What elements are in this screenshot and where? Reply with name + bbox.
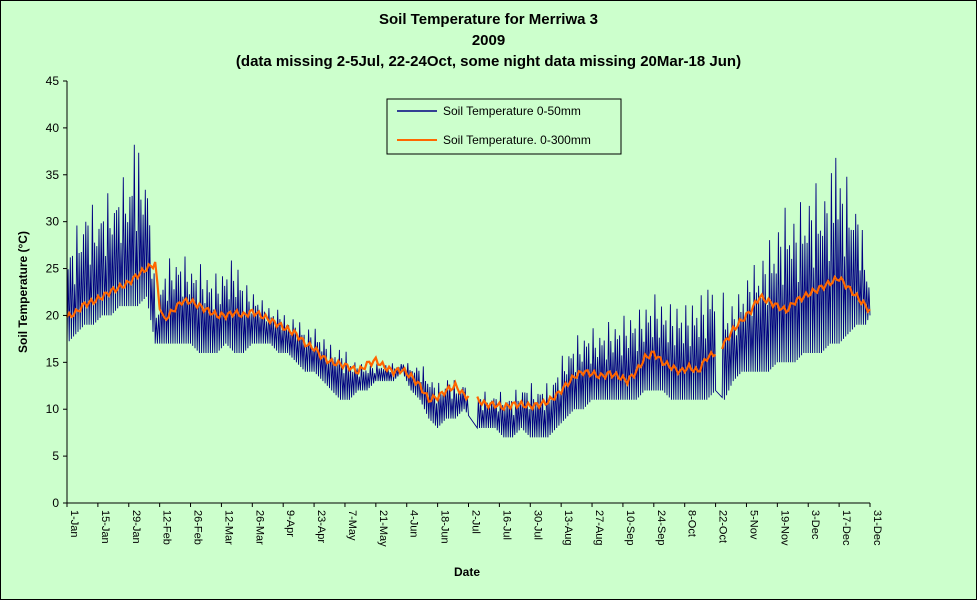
x-tick-label: 4-Jun [408, 510, 420, 538]
chart-subtitle: 2009 [471, 32, 506, 49]
series-0-300mm-line [66, 261, 871, 412]
y-tick-label: 25 [46, 262, 60, 276]
legend-label-0-300mm: Soil Temperature. 0-300mm [443, 133, 591, 147]
y-tick-label: 5 [52, 449, 59, 463]
x-tick-label: 26-Mar [253, 510, 265, 545]
x-tick-label: 29-Jan [130, 510, 142, 544]
x-tick-label: 23-Apr [315, 510, 327, 543]
x-tick-label: 8-Oct [686, 510, 698, 537]
x-tick-label: 3-Dec [809, 510, 821, 540]
x-tick-label: 15-Jan [99, 510, 111, 544]
x-tick-label: 21-May [377, 510, 389, 547]
x-tick-label: 13-Aug [562, 510, 574, 545]
x-tick-label: 10-Sep [624, 510, 636, 545]
x-tick-label: 5-Nov [747, 510, 759, 540]
y-tick-label: 30 [46, 215, 60, 229]
y-tick-label: 15 [46, 355, 60, 369]
y-tick-label: 10 [46, 402, 60, 416]
x-tick-label: 7-May [346, 510, 358, 541]
x-tick-label: 22-Oct [717, 510, 729, 543]
x-tick-label: 16-Jul [500, 510, 512, 540]
x-tick-label: 24-Sep [655, 510, 667, 545]
chart-note: (data missing 2-5Jul, 22-24Oct, some nig… [235, 53, 742, 70]
series-0-50mm-line [66, 144, 871, 438]
y-axis-label: Soil Temperature (°C) [16, 231, 30, 353]
y-tick-label: 40 [46, 121, 60, 135]
x-tick-label: 18-Jun [439, 510, 451, 544]
y-tick-label: 35 [46, 168, 60, 182]
y-tick-label: 20 [46, 308, 60, 322]
legend-label-0-50mm: Soil Temperature 0-50mm [443, 104, 581, 118]
x-tick-label: 19-Nov [778, 510, 790, 546]
x-tick-label: 27-Aug [593, 510, 605, 545]
x-tick-label: 17-Dec [840, 510, 852, 546]
x-tick-label: 12-Feb [161, 510, 173, 545]
x-tick-label: 30-Jul [531, 510, 543, 540]
plot-layer [66, 144, 871, 438]
x-tick-label: 31-Dec [871, 510, 883, 546]
chart-title: Soil Temperature for Merriwa 3 [379, 11, 598, 28]
x-tick-label: 26-Feb [192, 510, 204, 545]
y-tick-label: 0 [52, 496, 59, 510]
axes-layer: 0 5 10 15 20 25 30 35 40 45 1-Jan 15-Jan 29-Jan 12-Fe… [46, 74, 883, 547]
legend: Soil Temperature 0-50mm Soil Temperature… [386, 98, 622, 155]
legend-box [386, 98, 622, 155]
x-tick-label: 2-Jul [470, 510, 482, 534]
y-tick-label: 45 [46, 74, 60, 88]
x-tick-label: 9-Apr [284, 510, 296, 537]
x-tick-label: 12-Mar [222, 510, 234, 545]
x-tick-label: 1-Jan [68, 510, 80, 538]
x-axis-label: Date [454, 565, 480, 579]
